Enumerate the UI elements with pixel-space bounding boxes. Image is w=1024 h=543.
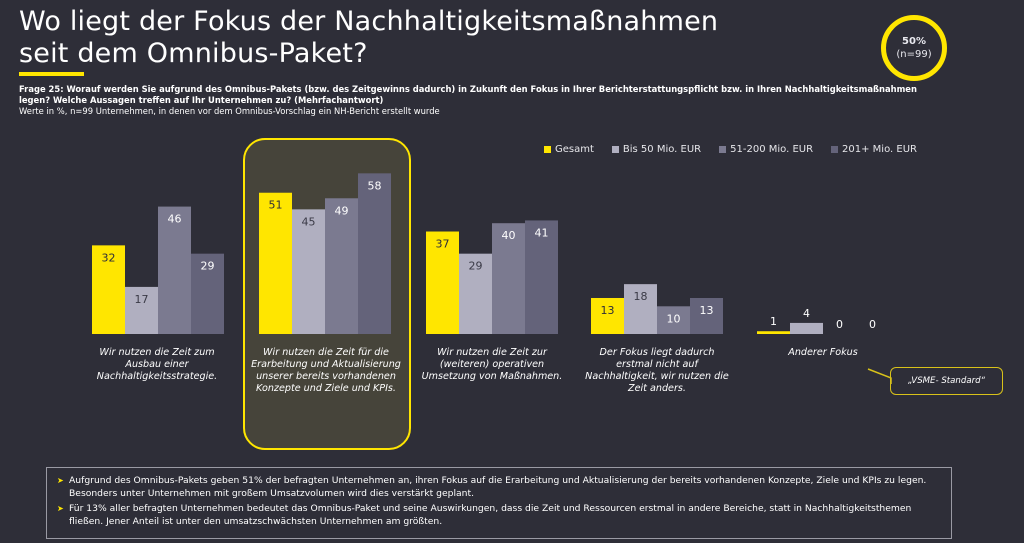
- bar: [92, 245, 125, 334]
- legend-swatch-201-plus: [831, 146, 839, 153]
- bar: [358, 173, 391, 334]
- data-label: 0: [869, 318, 876, 331]
- category-label-5: Anderer Fokus: [788, 347, 858, 358]
- legend-label: Gesamt: [555, 144, 594, 155]
- page-title: Wo liegt der Fokus der Nachhaltigkeitsma…: [19, 6, 718, 70]
- bar: [125, 286, 158, 334]
- legend-label: Bis 50 Mio. EUR: [622, 144, 702, 155]
- bar: [158, 206, 191, 334]
- callout-pointer: [867, 368, 892, 384]
- bar: [426, 231, 459, 334]
- badge-percent: 50%: [902, 36, 926, 47]
- bar-group-2: 51 45 49 58: [259, 173, 391, 334]
- legend-label: 201+ Mio. EUR: [842, 144, 917, 155]
- bar-group-3: 37 29 40 41: [426, 220, 558, 334]
- bar-group-4: 13 18 10 13: [591, 284, 723, 334]
- badge-sample: (n=99): [896, 49, 932, 60]
- data-label: 51: [269, 199, 283, 212]
- callout-text: „VSME- Standard“: [907, 376, 986, 386]
- summary-text: Für 13% aller befragten Unternehmen bede…: [69, 503, 912, 527]
- bar: [525, 220, 558, 334]
- bar: [459, 253, 492, 334]
- summary-text: Aufgrund des Omnibus-Pakets geben 51% de…: [69, 475, 927, 499]
- summary-box: ➤ Aufgrund des Omnibus-Pakets geben 51% …: [46, 467, 952, 539]
- data-label: 0: [836, 318, 843, 331]
- data-label: 10: [667, 312, 681, 325]
- data-label: 13: [601, 304, 615, 317]
- bar: [690, 297, 723, 334]
- title-line-1: Wo liegt der Fokus der Nachhaltigkeitsma…: [19, 6, 719, 37]
- category-label-3: Wir nutzen die Zeit zur (weiteren) opera…: [421, 347, 563, 382]
- data-label: 29: [469, 260, 483, 273]
- data-label: 29: [201, 260, 215, 273]
- chart-legend: Gesamt Bis 50 Mio. EUR 51-200 Mio. EUR 2…: [544, 144, 935, 155]
- data-label: 46: [168, 213, 182, 226]
- bar: [325, 198, 358, 334]
- bar: [624, 284, 657, 334]
- legend-swatch-51-200: [719, 146, 727, 153]
- data-label: 18: [634, 290, 648, 303]
- bar: [259, 192, 292, 334]
- bar-group-1: 32 17 46 29: [92, 206, 224, 334]
- data-label: 32: [102, 251, 116, 264]
- legend-item-gesamt: Gesamt: [544, 144, 594, 155]
- survey-question: Frage 25: Worauf werden Sie aufgrund des…: [19, 84, 919, 117]
- legend-swatch-bis-50: [611, 146, 619, 153]
- bar: [790, 322, 823, 334]
- legend-swatch-gesamt: [544, 146, 551, 153]
- sample-size-badge: 50% (n=99): [881, 15, 947, 81]
- data-label: 45: [302, 215, 316, 228]
- bar: [757, 331, 790, 334]
- bar: [492, 223, 525, 334]
- question-text: Frage 25: Worauf werden Sie aufgrund des…: [19, 84, 917, 105]
- data-label: 1: [770, 315, 777, 328]
- category-label-2: Wir nutzen die Zeit für die Erarbeitung …: [251, 347, 401, 394]
- bar: [292, 209, 325, 334]
- summary-item: ➤ Aufgrund des Omnibus-Pakets geben 51% …: [57, 475, 941, 500]
- question-note: Werte in %, n=99 Unternehmen, in denen v…: [19, 106, 440, 116]
- data-label: 4: [803, 307, 810, 320]
- triangle-right-icon: ➤: [57, 476, 64, 485]
- triangle-right-icon: ➤: [57, 504, 64, 513]
- title-line-2: seit dem Omnibus-Paket?: [19, 38, 368, 69]
- annotation-callout: „VSME- Standard“: [890, 367, 1003, 395]
- legend-label: 51-200 Mio. EUR: [730, 144, 814, 155]
- bar-group-5: 1 4 0 0: [757, 307, 876, 334]
- bar: [591, 297, 624, 334]
- data-label: 17: [135, 293, 149, 306]
- data-label: 49: [335, 204, 349, 217]
- data-label: 41: [535, 226, 549, 239]
- category-label-4: Der Fokus liegt dadurch erstmal nicht au…: [585, 347, 729, 394]
- category-label-1: Wir nutzen die Zeit zum Ausbau einer Nac…: [96, 347, 218, 382]
- bar: [657, 306, 690, 334]
- data-label: 40: [502, 229, 516, 242]
- legend-item-201-plus: 201+ Mio. EUR: [831, 144, 917, 155]
- data-label: 58: [368, 179, 382, 192]
- data-label: 13: [700, 304, 714, 317]
- legend-item-bis-50: Bis 50 Mio. EUR: [611, 144, 702, 155]
- title-underline: [19, 72, 84, 76]
- legend-item-51-200: 51-200 Mio. EUR: [719, 144, 813, 155]
- summary-item: ➤ Für 13% aller befragten Unternehmen be…: [57, 503, 941, 528]
- data-label: 37: [436, 238, 450, 251]
- bar: [191, 253, 224, 334]
